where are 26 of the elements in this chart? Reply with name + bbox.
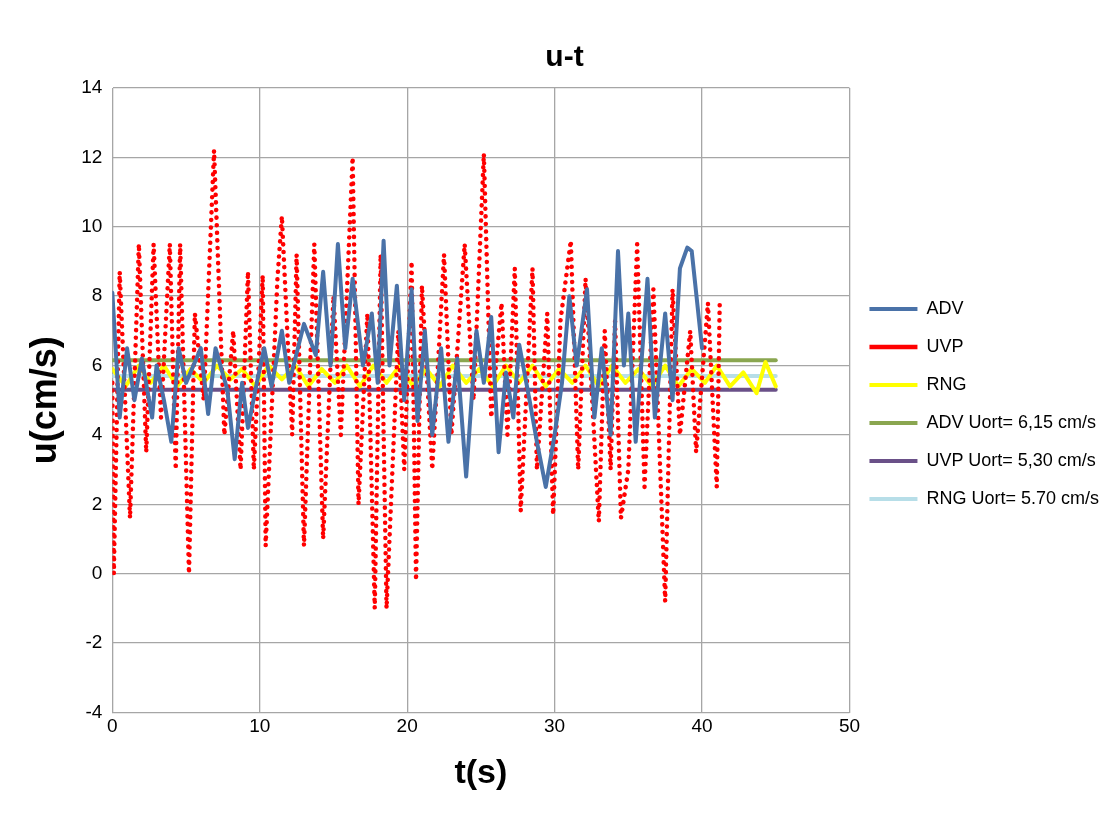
y-tick-label: 2 (91, 492, 103, 514)
y-tick-label: 14 (81, 76, 103, 98)
y-axis-title: u(cm/s) (22, 336, 64, 465)
y-tick-label: 6 (91, 353, 103, 375)
y-tick-label: -2 (85, 631, 103, 653)
x-axis-title: t(s) (454, 751, 508, 790)
x-tick-label: 30 (544, 715, 566, 737)
legend-label: RNG Uort= 5.70 cm/s (926, 487, 1099, 508)
legend-label: UVP (926, 335, 964, 356)
y-tick-label: 10 (81, 214, 103, 236)
y-tick-label: -4 (85, 700, 103, 722)
y-tick-label: 8 (91, 284, 103, 306)
y-tick-label: 12 (81, 145, 103, 167)
chart-title: u-t (545, 39, 584, 73)
line-series (112, 148, 722, 611)
y-tick-label: 4 (91, 423, 103, 445)
x-tick-label: 50 (838, 715, 861, 737)
y-tick-label: 0 (91, 561, 103, 583)
legend-label: RNG (926, 373, 967, 394)
x-tick-label: 40 (691, 715, 713, 737)
legend-label: UVP Uort= 5,30 cm/s (926, 449, 1096, 470)
legend-label: ADV Uort= 6,15 cm/s (926, 411, 1097, 432)
x-tick-label: 10 (249, 715, 271, 737)
legend-label: ADV (926, 297, 964, 318)
x-tick-label: 0 (107, 715, 118, 737)
x-tick-label: 20 (396, 715, 418, 737)
